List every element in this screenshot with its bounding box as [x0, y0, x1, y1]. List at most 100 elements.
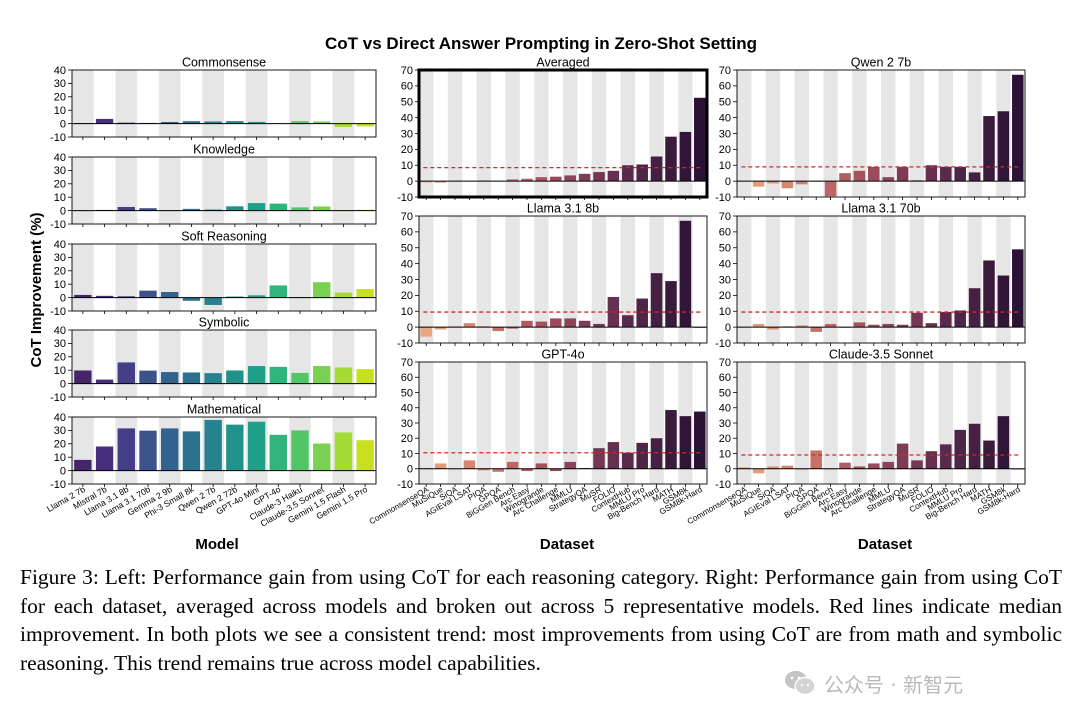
y-tick-label: -10 [715, 338, 731, 350]
bar-gemini-1-5-flash: Gemini 1.5 Flash: 28.5 [334, 432, 353, 471]
bar-gemma-2-9b: Gemma 2 9b: 31.5 [161, 428, 179, 471]
y-tick-label: -10 [50, 306, 66, 318]
background-stripe [737, 70, 752, 197]
bar-gpt-4o: GPT-4o: 12.5 [269, 366, 287, 384]
bar-qwen-2-72b: Qwen 2 72b: 9.8 [226, 370, 244, 384]
bar-llama-3-1-8b: Llama 3.1 8b: 1 [117, 296, 135, 298]
y-tick-label: 30 [54, 338, 66, 350]
bar-gpt-4o-mini: GPT-4o Mini: 1.7 [247, 295, 266, 298]
bar-llama-2-7b: Llama 2 7b: 8 [74, 459, 92, 471]
background-stripe [909, 362, 925, 484]
background-stripe [534, 362, 549, 484]
bar-contexthub: ContextHub: 9.5 [940, 312, 952, 328]
y-tick-label: 0 [725, 176, 731, 188]
y-tick-label: 30 [401, 418, 413, 430]
figure-title: CoT vs Direct Answer Prompting in Zero-S… [325, 34, 757, 53]
y-tick-label: 20 [719, 433, 731, 445]
bar-claude-3-5-sonnet: Claude-3.5 Sonnet: 13.1 [313, 366, 331, 384]
background-stripe [72, 330, 94, 397]
bar-arc-challenge: Arc Challenge: 5.5 [550, 318, 562, 328]
bar-mmlu-pro: MMLU Pro: 10.5 [636, 164, 648, 182]
y-tick-label: 40 [401, 403, 413, 415]
y-tick-label: 40 [54, 325, 66, 337]
bar-arc-easy: Arc Easy: -1.5 [521, 468, 533, 472]
figure-caption: Figure 3: Left: Performance gain from us… [20, 565, 1062, 675]
background-stripe [115, 70, 138, 137]
bar-arc-challenge: Arc Challenge: 2.8 [550, 176, 562, 182]
background-stripe [419, 70, 434, 197]
panel-title: Claude-3.5 Sonnet [829, 348, 934, 362]
background-stripe [158, 330, 181, 397]
bar-claude-3-haiku: Claude-3 Haiku: 8 [291, 372, 309, 384]
bar-folio: FOLIO: 11.5 [925, 451, 938, 469]
bar-gsm8k-hard: GSM8k-Hard: 37.5 [694, 411, 706, 469]
bar-commonsenseqa: CommonsenseQA: -0.8 [420, 181, 432, 183]
y-tick-label: 0 [60, 292, 66, 304]
bar-phi-3-small-8k: Phi-3 Small 8k: 1.8 [182, 121, 201, 124]
y-tick-label: 10 [719, 306, 731, 318]
background-stripe [823, 362, 838, 484]
background-stripe [72, 157, 94, 224]
y-tick-label: 10 [401, 448, 413, 460]
bar-arc-easy: Arc Easy: 5 [839, 173, 851, 182]
background-stripe [447, 362, 463, 484]
bar-strategyqa: StrategyQA: 9 [896, 166, 909, 182]
y-tick-label: 30 [54, 78, 66, 90]
y-tick-label: 20 [401, 433, 413, 445]
bar-contexthub: ContextHub: 16 [940, 444, 952, 469]
y-tick-label: 0 [725, 464, 731, 476]
background-stripe [202, 157, 224, 224]
bar-llama-2-7b: Llama 2 7b: 9.8 [74, 370, 92, 384]
bar-musr: MuSR: 9 [911, 312, 923, 328]
background-stripe [72, 417, 94, 484]
background-stripe [505, 362, 520, 484]
right-x-axis-label: Dataset [858, 536, 912, 553]
bar-mmlu-pro: MMLU Pro: 17 [636, 442, 648, 469]
bar-gemini-1-5-pro: Gemini 1.5 Pro: -2.1 [356, 123, 374, 127]
figure: CoT vs Direct Answer Prompting in Zero-S… [28, 34, 1026, 553]
background-stripe [447, 216, 463, 343]
bar-gpt-4o-mini: GPT-4o Mini: 5.6 [247, 203, 266, 211]
bar-math: MATH: 38.5 [665, 410, 677, 469]
bar-mmlu: MMLU: 4.5 [564, 461, 576, 469]
bar-mmlu-pro: MMLU Pro: 18 [636, 298, 648, 328]
bar-piqa: PIQA: 1 [796, 325, 808, 328]
bar-qwen-2-7b: Qwen 2 7b: 0.8 [204, 209, 222, 211]
bar-musique: MuSiQue: -1 [434, 181, 447, 183]
background-stripe [289, 330, 311, 397]
y-tick-label: -10 [50, 132, 66, 144]
wechat-icon [785, 671, 816, 696]
y-tick-label: 20 [401, 290, 413, 302]
y-tick-label: -10 [397, 479, 413, 491]
bar-musique: MuSiQue: -3 [752, 468, 765, 474]
bar-phi-3-small-8k: Phi-3 Small 8k: -2.4 [182, 297, 201, 301]
bar-biggen-bench: BiGGen Bench: -9.5 [824, 181, 837, 197]
background-stripe [332, 244, 355, 311]
y-tick-label: 10 [54, 105, 66, 117]
bar-contexthub: ContextHub: 10 [622, 165, 634, 182]
axes-frame [71, 416, 377, 485]
background-stripe [447, 70, 463, 197]
y-tick-label: 60 [401, 227, 413, 239]
background-stripe [909, 216, 925, 343]
bar-contexthub: ContextHub: 7.5 [622, 315, 634, 328]
y-tick-label: 20 [54, 266, 66, 278]
bar-musr: MuSR: 5.5 [911, 460, 923, 469]
bar-gsm8k-hard: GSM8k-Hard: 67 [1012, 74, 1024, 182]
bar-llama-3-1-8b: Llama 3.1 8b: 15.8 [117, 362, 135, 384]
panel-title: Llama 3.1 70b [841, 202, 920, 216]
background-stripe [737, 362, 752, 484]
bar-winogrande: Winogrande: 3.5 [535, 321, 548, 328]
bar-musr: MuSR: 5.7 [593, 172, 605, 182]
watermark: 公众号 · 新智元 [784, 668, 963, 698]
bar-claude-3-5-sonnet: Claude-3.5 Sonnet: 11.5 [313, 282, 331, 298]
bar-gpt-4o-mini: GPT-4o Mini: 13.1 [247, 366, 266, 384]
background-stripe [591, 216, 607, 343]
bar-biggen-bench: BiGGen Bench: 4.5 [506, 461, 519, 469]
bar-arc-easy: Arc Easy: 1.5 [521, 178, 533, 182]
bar-mmlu: MMLU: 2 [882, 323, 894, 328]
y-tick-label: 10 [719, 160, 731, 172]
left-x-axis-label: Model [195, 536, 238, 553]
background-stripe [794, 70, 809, 197]
background-stripe [202, 70, 224, 137]
